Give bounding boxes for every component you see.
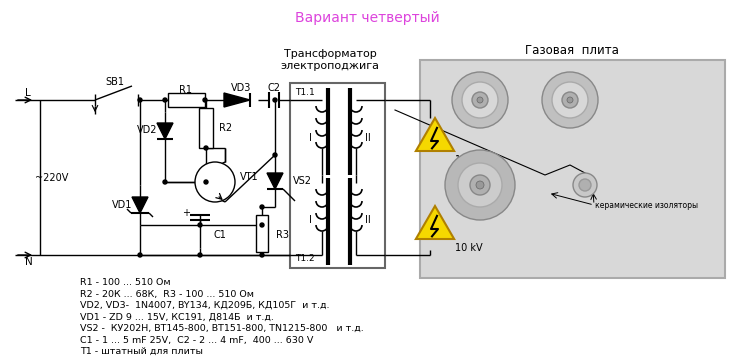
Circle shape	[462, 82, 498, 118]
Circle shape	[204, 180, 208, 184]
Circle shape	[163, 180, 167, 184]
Polygon shape	[416, 206, 454, 239]
Circle shape	[260, 223, 264, 227]
Circle shape	[204, 146, 208, 150]
Text: 10 kV: 10 kV	[455, 155, 483, 165]
Circle shape	[163, 98, 167, 102]
Text: Т1 - штатный для плиты: Т1 - штатный для плиты	[80, 347, 203, 356]
Circle shape	[552, 82, 588, 118]
Circle shape	[562, 92, 578, 108]
Text: L: L	[25, 88, 31, 98]
Circle shape	[476, 181, 484, 189]
Circle shape	[260, 253, 264, 257]
Circle shape	[567, 97, 573, 103]
Polygon shape	[267, 173, 283, 189]
Circle shape	[472, 92, 488, 108]
Circle shape	[470, 175, 490, 195]
Text: +: +	[182, 208, 190, 218]
Text: C2: C2	[268, 83, 281, 93]
Text: Газовая  плита: Газовая плита	[525, 44, 619, 57]
Bar	[290, 83, 385, 268]
Circle shape	[458, 163, 502, 207]
Text: SB1: SB1	[106, 77, 124, 87]
Text: II: II	[365, 133, 371, 143]
Text: керамические изоляторы: керамические изоляторы	[595, 200, 698, 209]
Text: I: I	[309, 215, 312, 225]
Polygon shape	[132, 197, 148, 213]
Text: VS2: VS2	[293, 176, 312, 186]
Circle shape	[542, 72, 598, 128]
Bar	[420, 60, 725, 278]
Circle shape	[445, 150, 515, 220]
Text: C1: C1	[214, 230, 227, 240]
Polygon shape	[224, 93, 250, 107]
Text: R2: R2	[219, 123, 232, 133]
Circle shape	[573, 173, 597, 197]
Text: R1: R1	[179, 85, 193, 95]
Text: VS2 -  КУ202Н, ВТ145-800, ВТ151-800, TN1215-800   и т.д.: VS2 - КУ202Н, ВТ145-800, ВТ151-800, TN12…	[80, 324, 364, 333]
Text: VD3: VD3	[231, 83, 251, 93]
Text: 10 kV: 10 kV	[455, 243, 483, 253]
Bar	[168, 93, 205, 107]
Text: II: II	[365, 215, 371, 225]
Circle shape	[195, 162, 235, 202]
Circle shape	[198, 223, 202, 227]
Text: VD1 - ZD 9 ... 15V, КС191, Д814Б  и т.д.: VD1 - ZD 9 ... 15V, КС191, Д814Б и т.д.	[80, 313, 274, 322]
Text: ~220V: ~220V	[35, 173, 68, 183]
Text: T1.1: T1.1	[295, 88, 315, 97]
Circle shape	[273, 98, 277, 102]
Bar	[199, 108, 213, 148]
Circle shape	[477, 97, 483, 103]
Text: VD2, VD3-  1N4007, BY134, КД209Б, КД105Г  и т.д.: VD2, VD3- 1N4007, BY134, КД209Б, КД105Г …	[80, 301, 329, 310]
Circle shape	[260, 205, 264, 209]
Circle shape	[138, 253, 142, 257]
Polygon shape	[157, 123, 173, 139]
Text: С1 - 1 ... 5 mF 25V,  С2 - 2 ... 4 mF,  400 ... 630 V: С1 - 1 ... 5 mF 25V, С2 - 2 ... 4 mF, 40…	[80, 335, 313, 344]
Text: VT1: VT1	[240, 172, 259, 182]
Text: Трансформатор
электроподжига: Трансформатор электроподжига	[281, 49, 379, 71]
Text: VD2: VD2	[137, 125, 157, 135]
Polygon shape	[416, 118, 454, 151]
Text: I: I	[309, 133, 312, 143]
Circle shape	[198, 253, 202, 257]
Text: Вариант четвертый: Вариант четвертый	[295, 11, 440, 25]
Circle shape	[273, 153, 277, 157]
Circle shape	[203, 98, 207, 102]
Text: VD1: VD1	[112, 200, 132, 210]
Circle shape	[579, 179, 591, 191]
Circle shape	[452, 72, 508, 128]
Text: R1 - 100 ... 510 Ом: R1 - 100 ... 510 Ом	[80, 278, 171, 287]
Text: R3: R3	[276, 230, 289, 240]
Text: T1.2: T1.2	[295, 254, 315, 263]
Text: N: N	[25, 257, 33, 267]
Circle shape	[138, 98, 142, 102]
Text: R2 - 20К ... 68К,  R3 - 100 ... 510 Ом: R2 - 20К ... 68К, R3 - 100 ... 510 Ом	[80, 290, 254, 298]
Bar	[256, 215, 268, 252]
